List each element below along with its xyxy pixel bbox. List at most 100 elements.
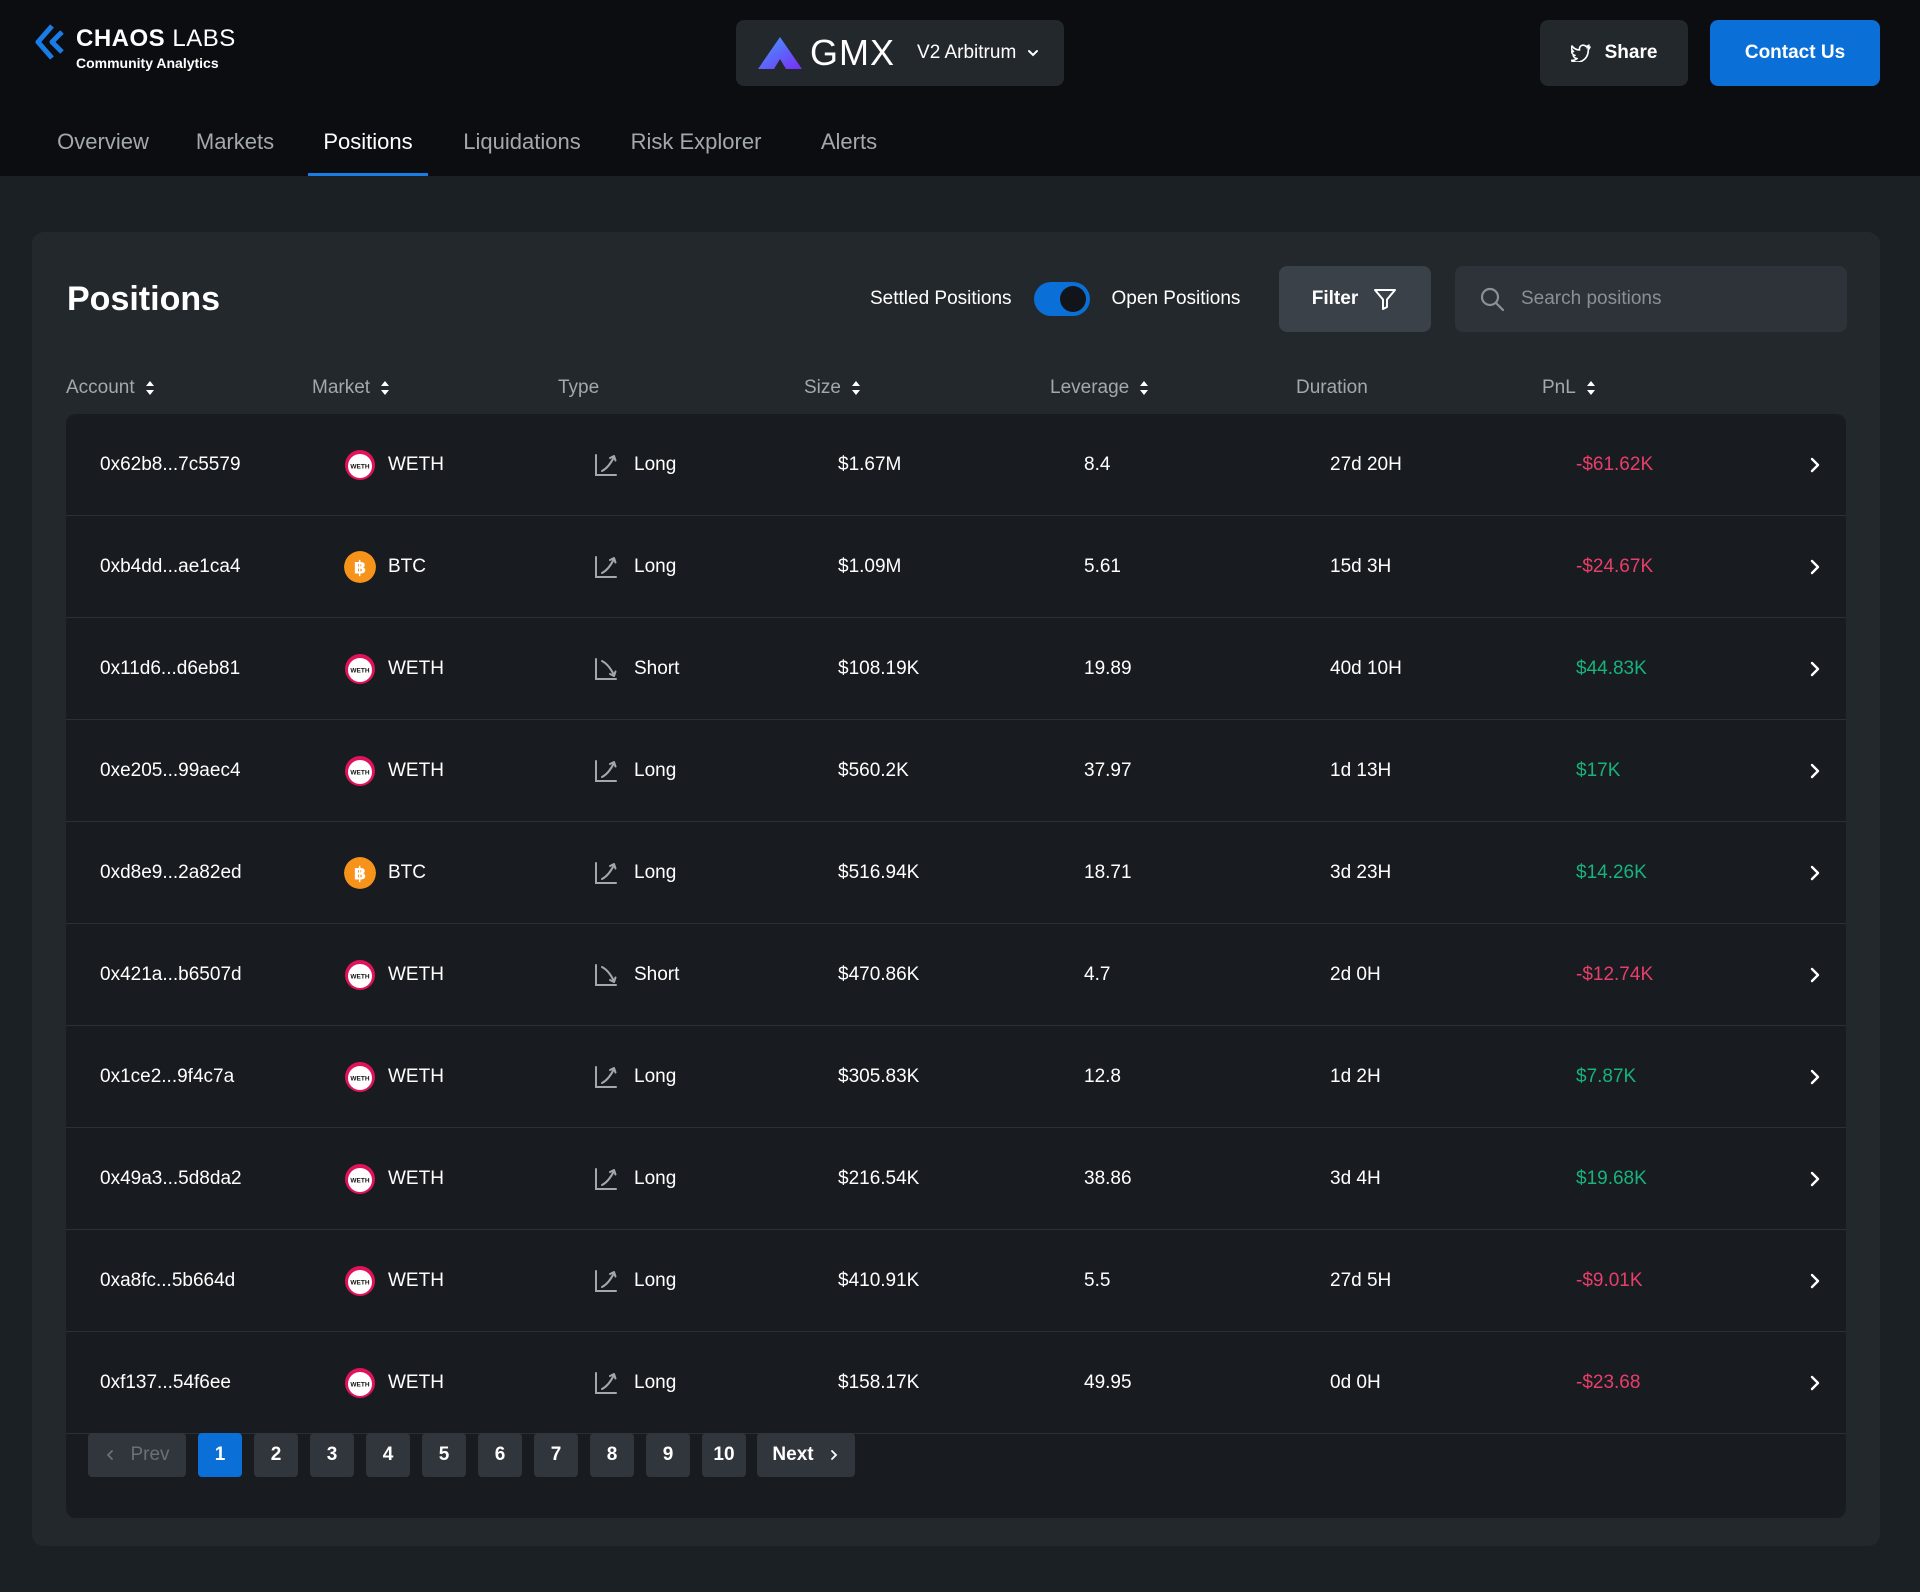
next-page-button[interactable]: Next	[757, 1433, 855, 1477]
account-cell[interactable]: 0x1ce2...9f4c7a	[100, 1066, 235, 1087]
sort-icon	[1586, 381, 1595, 395]
table-row[interactable]: 0xf137...54f6ee WETH WETH Long $158.17K 49.95…	[66, 1332, 1846, 1434]
tab-markets[interactable]: Markets	[195, 129, 275, 154]
column-leverage[interactable]: Leverage	[1050, 362, 1149, 414]
page-button-9[interactable]: 9	[646, 1433, 690, 1477]
share-label: Share	[1604, 42, 1658, 63]
page-button-10[interactable]: 10	[702, 1433, 746, 1477]
page-button-7[interactable]: 7	[534, 1433, 578, 1477]
positions-card: Positions Settled Positions Open Positio…	[32, 232, 1880, 1546]
column-size[interactable]: Size	[804, 362, 861, 414]
share-button[interactable]: Share	[1540, 20, 1688, 86]
column-account[interactable]: Account	[66, 362, 155, 414]
table-row[interactable]: 0x62b8...7c5579 WETH WETH Long $1.67M 8.4 27d …	[66, 414, 1846, 516]
type-label: Long	[634, 556, 677, 577]
page-button-8[interactable]: 8	[590, 1433, 634, 1477]
leverage-cell: 5.61	[1084, 556, 1121, 577]
page-button-3[interactable]: 3	[310, 1433, 354, 1477]
pnl-cell: -$12.74K	[1576, 964, 1654, 985]
tab-overview[interactable]: Overview	[57, 129, 149, 154]
chevron-right-icon[interactable]	[1804, 1372, 1826, 1394]
duration-cell: 0d 0H	[1330, 1372, 1381, 1393]
tab-liquidations[interactable]: Liquidations	[463, 129, 581, 154]
account-cell[interactable]: 0xe205...99aec4	[100, 760, 241, 781]
market-cell: WETH WETH	[344, 1026, 444, 1128]
account-cell[interactable]: 0xa8fc...5b664d	[100, 1270, 236, 1291]
column-account-label: Account	[66, 377, 135, 398]
chevron-right-icon[interactable]	[1804, 1168, 1826, 1190]
search-input[interactable]	[1521, 288, 1821, 310]
type-cell: Long	[592, 516, 676, 618]
long-arrow-icon	[595, 454, 617, 476]
tab-positions[interactable]: Positions	[308, 116, 428, 176]
account-cell[interactable]: 0xf137...54f6ee	[100, 1372, 231, 1393]
chevron-right-icon[interactable]	[1804, 862, 1826, 884]
page-button-6[interactable]: 6	[478, 1433, 522, 1477]
prev-page-button[interactable]: Prev	[88, 1433, 186, 1477]
positions-toggle[interactable]	[1033, 282, 1090, 316]
type-cell: Long	[592, 720, 676, 822]
account-cell[interactable]: 0x62b8...7c5579	[100, 454, 241, 475]
svg-text:฿: ฿	[354, 864, 367, 885]
chevron-right-icon[interactable]	[1804, 658, 1826, 680]
type-label: Long	[634, 862, 677, 883]
type-label: Short	[634, 658, 680, 679]
brand-logo[interactable]: CHAOS LABS Community Analytics	[32, 24, 236, 72]
size-cell: $410.91K	[838, 1270, 920, 1291]
chevron-left-icon	[107, 1450, 114, 1460]
market-label: WETH	[388, 760, 444, 781]
leverage-cell: 4.7	[1084, 964, 1111, 985]
protocol-selector[interactable]: GMX V2 Arbitrum	[736, 20, 1064, 86]
chevron-right-icon[interactable]	[1804, 556, 1826, 578]
table-row[interactable]: 0x49a3...5d8da2 WETH WETH Long $216.54K 38.86…	[66, 1128, 1846, 1230]
svg-text:WETH: WETH	[350, 668, 369, 675]
chevron-right-icon[interactable]	[1804, 1270, 1826, 1292]
account-cell[interactable]: 0xb4dd...ae1ca4	[100, 556, 241, 577]
chevron-down-icon	[1028, 50, 1039, 57]
contact-us-button[interactable]: Contact Us	[1710, 20, 1880, 86]
tab-alerts[interactable]: Alerts	[820, 129, 878, 154]
page-button-1[interactable]: 1	[198, 1433, 242, 1477]
table-row[interactable]: 0xd8e9...2a82ed ฿ BTC Long $516.94K 18.71 3d 2…	[66, 822, 1846, 924]
account-cell[interactable]: 0x421a...b6507d	[100, 964, 242, 985]
chevron-right-icon[interactable]	[1804, 964, 1826, 986]
type-label: Long	[634, 1066, 677, 1087]
account-cell[interactable]: 0x11d6...d6eb81	[100, 658, 241, 679]
column-market[interactable]: Market	[312, 362, 390, 414]
table-row[interactable]: 0x11d6...d6eb81 WETH WETH Short $108.19K 19.8…	[66, 618, 1846, 720]
market-label: WETH	[388, 658, 444, 679]
size-cell: $108.19K	[838, 658, 920, 679]
type-cell: Long	[592, 1230, 676, 1332]
page-button-2[interactable]: 2	[254, 1433, 298, 1477]
open-positions-label[interactable]: Open Positions	[1111, 288, 1241, 309]
settled-positions-label[interactable]: Settled Positions	[870, 288, 1012, 309]
type-label: Long	[634, 1270, 677, 1291]
table-row[interactable]: 0xa8fc...5b664d WETH WETH Long $410.91K 5.5 27…	[66, 1230, 1846, 1332]
table-row[interactable]: 0x1ce2...9f4c7a WETH WETH Long $305.83K 12.8 1…	[66, 1026, 1846, 1128]
leverage-cell: 49.95	[1084, 1372, 1132, 1393]
svg-text:WETH: WETH	[350, 1382, 369, 1389]
table-row[interactable]: 0xb4dd...ae1ca4 ฿ BTC Long $1.09M 5.61 15d 3H -…	[66, 516, 1846, 618]
page-button-5[interactable]: 5	[422, 1433, 466, 1477]
column-duration-label: Duration	[1296, 377, 1368, 398]
table-row[interactable]: 0x421a...b6507d WETH WETH Short $470.86K 4.7 2…	[66, 924, 1846, 1026]
svg-text:WETH: WETH	[350, 1178, 369, 1185]
chevron-right-icon[interactable]	[1804, 1066, 1826, 1088]
column-pnl[interactable]: PnL	[1542, 362, 1596, 414]
table-row[interactable]: 0xe205...99aec4 WETH WETH Long $560.2K 37.97 1…	[66, 720, 1846, 822]
duration-cell: 40d 10H	[1330, 658, 1402, 679]
pnl-cell: $19.68K	[1576, 1168, 1647, 1189]
page-button-4[interactable]: 4	[366, 1433, 410, 1477]
chevron-right-icon[interactable]	[1804, 454, 1826, 476]
account-cell[interactable]: 0xd8e9...2a82ed	[100, 862, 242, 883]
size-cell: $216.54K	[838, 1168, 920, 1189]
filter-label: Filter	[1311, 288, 1359, 309]
account-cell[interactable]: 0x49a3...5d8da2	[100, 1168, 242, 1189]
market-cell: ฿ BTC	[344, 516, 426, 618]
long-arrow-icon	[595, 1066, 617, 1088]
filter-button[interactable]: Filter	[1279, 266, 1431, 332]
chevron-right-icon[interactable]	[1804, 760, 1826, 782]
tab-risk-explorer[interactable]: Risk Explorer	[630, 129, 762, 154]
twitter-icon	[1570, 44, 1591, 62]
market-label: WETH	[388, 1270, 444, 1291]
